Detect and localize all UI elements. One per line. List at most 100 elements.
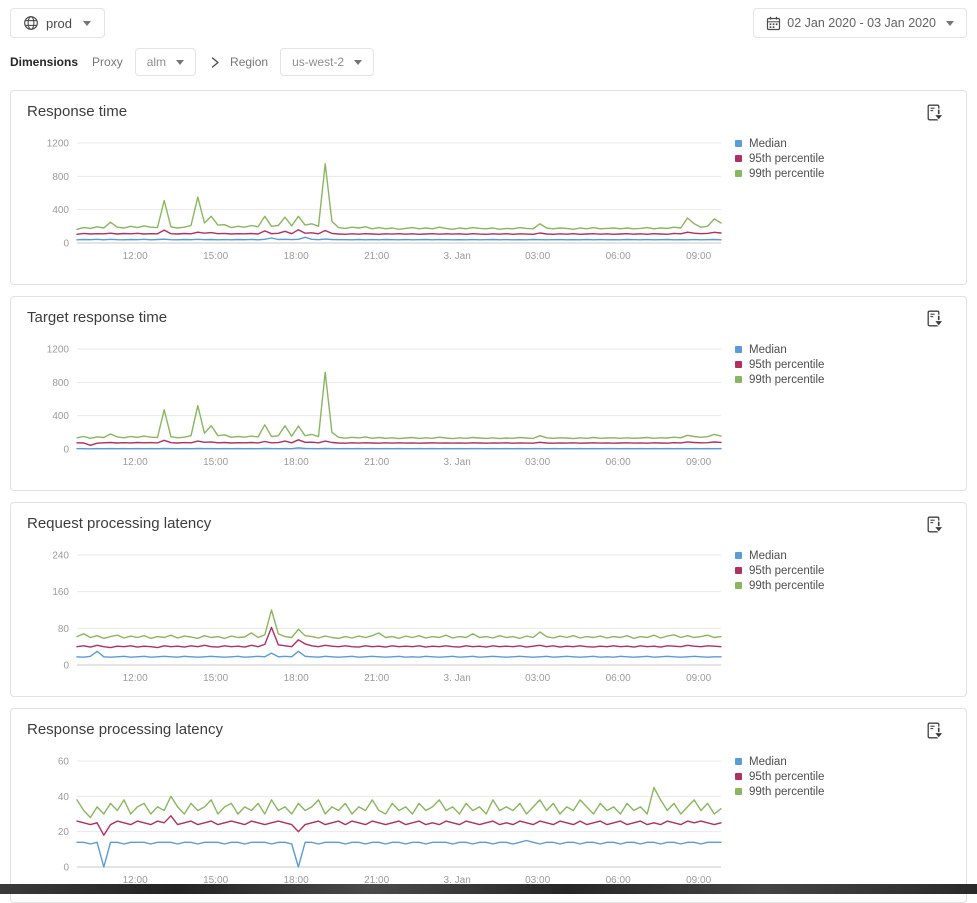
region-value: us-west-2 [292, 55, 345, 69]
caret-down-icon [946, 20, 954, 26]
download-report-icon[interactable] [927, 104, 945, 123]
svg-text:3. Jan: 3. Jan [444, 251, 471, 262]
svg-text:12:00: 12:00 [123, 875, 148, 886]
legend-swatch-icon [735, 140, 742, 147]
legend-item[interactable]: 95th percentile [735, 563, 932, 578]
legend-item[interactable]: 95th percentile [735, 151, 932, 166]
svg-text:06:00: 06:00 [606, 673, 631, 684]
svg-text:03:00: 03:00 [525, 875, 550, 886]
svg-text:06:00: 06:00 [606, 875, 631, 886]
download-report-icon[interactable] [927, 516, 945, 535]
legend-swatch-icon [735, 567, 742, 574]
legend-label: Median [749, 343, 787, 356]
svg-text:3. Jan: 3. Jan [444, 673, 471, 684]
legend-swatch-icon [735, 155, 742, 162]
legend-swatch-icon [735, 773, 742, 780]
panel-title: Response processing latency [27, 721, 223, 738]
svg-text:800: 800 [52, 378, 69, 389]
legend-label: Median [749, 755, 787, 768]
line-chart[interactable]: 0 400 800 1200 12:00 15:00 18:00 21:00 3. Jan 03:… [27, 336, 727, 473]
svg-text:160: 160 [52, 587, 69, 598]
legend-item[interactable]: 99th percentile [735, 166, 932, 181]
legend-swatch-icon [735, 376, 742, 383]
svg-text:18:00: 18:00 [284, 457, 309, 468]
chevron-right-icon [210, 56, 220, 69]
chart-panels-container: Response time 0 400 800 1200 12:00 15:00 18:00… [0, 90, 977, 903]
region-dropdown[interactable]: us-west-2 [280, 48, 375, 76]
svg-text:03:00: 03:00 [525, 673, 550, 684]
svg-text:1200: 1200 [47, 345, 70, 356]
panel-body: 0 400 800 1200 12:00 15:00 18:00 21:00 3. Jan 03:… [27, 336, 950, 473]
legend-label: 95th percentile [749, 564, 825, 577]
legend-item[interactable]: Median [735, 754, 932, 769]
legend-item[interactable]: 99th percentile [735, 578, 932, 593]
chart-panel: Response time 0 400 800 1200 12:00 15:00 18:00… [10, 90, 967, 285]
dimensions-bar: Dimensions Proxy alm Region us-west-2 [0, 42, 977, 90]
svg-text:12:00: 12:00 [123, 457, 148, 468]
svg-text:21:00: 21:00 [364, 251, 389, 262]
legend-swatch-icon [735, 346, 742, 353]
panel-title: Target response time [27, 309, 168, 326]
proxy-label: Proxy [92, 55, 123, 69]
caret-down-icon [176, 59, 185, 65]
legend-label: 99th percentile [749, 785, 825, 798]
svg-text:09:00: 09:00 [686, 875, 711, 886]
date-range-label: 02 Jan 2020 - 03 Jan 2020 [787, 16, 936, 30]
chart-legend: Median 95th percentile 99th percentile [727, 542, 932, 689]
bottom-window-edge [0, 884, 977, 894]
svg-text:21:00: 21:00 [364, 457, 389, 468]
svg-text:40: 40 [58, 792, 70, 803]
svg-text:18:00: 18:00 [284, 875, 309, 886]
chart-panel: Request processing latency 0 80 160 240 12:0… [10, 502, 967, 697]
svg-text:240: 240 [52, 551, 69, 562]
svg-text:0: 0 [63, 445, 69, 456]
download-report-icon[interactable] [927, 310, 945, 329]
legend-swatch-icon [735, 170, 742, 177]
svg-text:18:00: 18:00 [284, 673, 309, 684]
calendar-icon [766, 16, 781, 31]
svg-text:03:00: 03:00 [525, 251, 550, 262]
legend-item[interactable]: Median [735, 136, 932, 151]
chart-legend: Median 95th percentile 99th percentile [727, 336, 932, 473]
svg-text:09:00: 09:00 [686, 251, 711, 262]
environment-dropdown[interactable]: prod [10, 8, 106, 38]
legend-item[interactable]: 95th percentile [735, 357, 932, 372]
proxy-dropdown[interactable]: alm [134, 48, 197, 76]
download-report-icon[interactable] [927, 722, 945, 741]
svg-text:18:00: 18:00 [284, 251, 309, 262]
svg-text:06:00: 06:00 [606, 457, 631, 468]
svg-text:12:00: 12:00 [123, 251, 148, 262]
svg-text:21:00: 21:00 [364, 875, 389, 886]
legend-label: 95th percentile [749, 358, 825, 371]
svg-text:80: 80 [58, 624, 70, 635]
legend-item[interactable]: Median [735, 548, 932, 563]
panel-body: 0 20 40 60 12:00 15:00 18:00 21:00 3. Jan 03:00 06… [27, 748, 950, 891]
chart-panel: Response processing latency 0 20 40 60 12:00… [10, 708, 967, 903]
svg-text:06:00: 06:00 [606, 251, 631, 262]
legend-swatch-icon [735, 361, 742, 368]
dimensions-title: Dimensions [10, 55, 79, 69]
legend-label: 99th percentile [749, 167, 825, 180]
legend-item[interactable]: 99th percentile [735, 372, 932, 387]
line-chart[interactable]: 0 80 160 240 12:00 15:00 18:00 21:00 3. Jan 03:00… [27, 542, 727, 689]
svg-text:0: 0 [63, 239, 69, 250]
legend-item[interactable]: 99th percentile [735, 784, 932, 799]
line-chart[interactable]: 0 20 40 60 12:00 15:00 18:00 21:00 3. Jan 03:00 06… [27, 748, 727, 891]
legend-swatch-icon [735, 788, 742, 795]
line-chart[interactable]: 0 400 800 1200 12:00 15:00 18:00 21:00 3. Jan 03:… [27, 130, 727, 267]
region-label: Region [230, 55, 269, 69]
date-range-dropdown[interactable]: 02 Jan 2020 - 03 Jan 2020 [753, 8, 967, 38]
svg-text:60: 60 [58, 757, 70, 768]
caret-down-icon [83, 20, 92, 26]
legend-item[interactable]: Median [735, 342, 932, 357]
panel-body: 0 400 800 1200 12:00 15:00 18:00 21:00 3. Jan 03:… [27, 130, 950, 267]
svg-text:15:00: 15:00 [203, 875, 228, 886]
panel-body: 0 80 160 240 12:00 15:00 18:00 21:00 3. Jan 03:00… [27, 542, 950, 689]
chart-legend: Median 95th percentile 99th percentile [727, 748, 932, 891]
environment-label: prod [46, 15, 73, 31]
legend-item[interactable]: 95th percentile [735, 769, 932, 784]
svg-text:400: 400 [52, 205, 69, 216]
caret-down-icon [354, 59, 363, 65]
top-toolbar: prod 02 Jan 2020 - 03 Jan 2020 [0, 0, 977, 42]
legend-label: 95th percentile [749, 152, 825, 165]
